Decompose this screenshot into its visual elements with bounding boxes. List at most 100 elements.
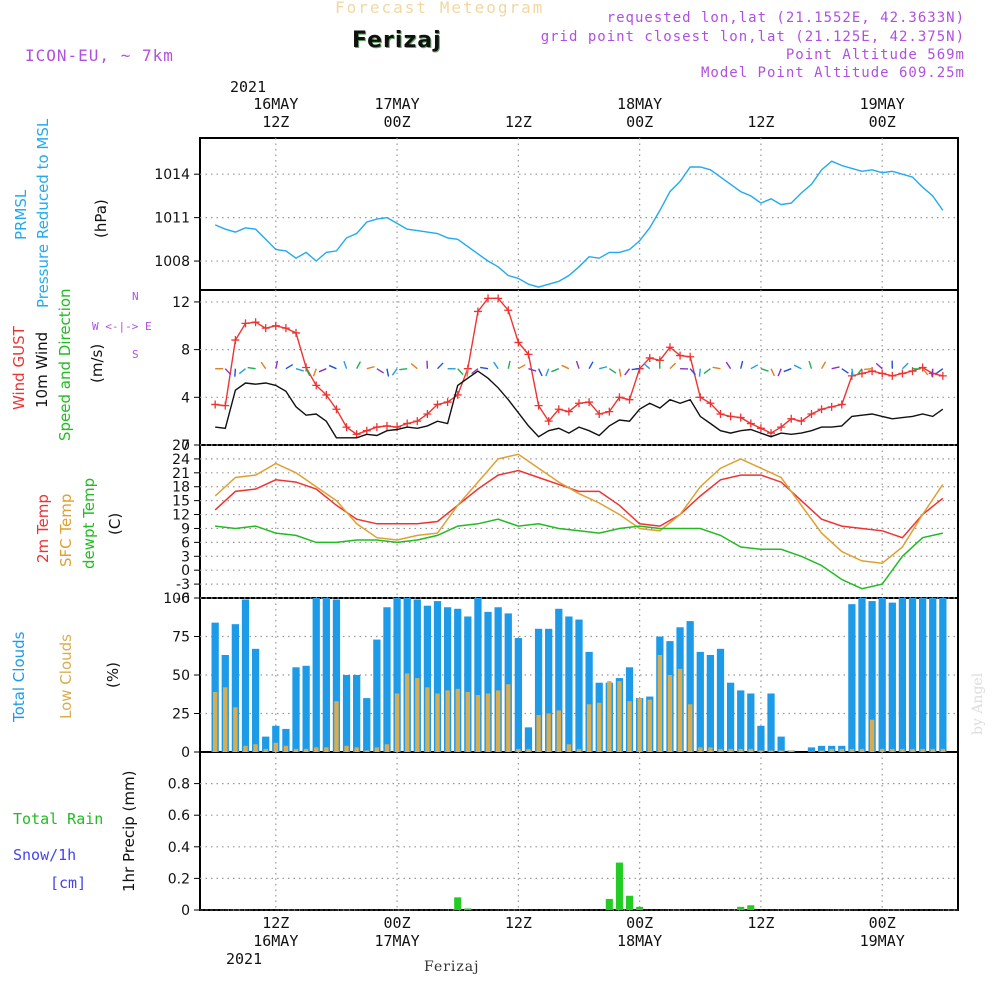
gust-marker (575, 399, 583, 408)
gust-marker (433, 400, 442, 409)
low-cloud-bar (445, 690, 450, 752)
gust-marker (372, 423, 381, 432)
wind-direction-arrow (528, 368, 537, 372)
low-cloud-bar (405, 673, 410, 752)
gust-marker (534, 401, 543, 410)
wind-direction-arrow (466, 368, 469, 377)
low-cloud-bar (526, 748, 531, 752)
total-cloud-bar (939, 598, 947, 752)
total-cloud-bar (262, 736, 270, 752)
gust-marker (615, 393, 624, 402)
low-cloud-bar (283, 745, 289, 752)
low-cloud-bar (819, 750, 824, 752)
rain-bar (737, 906, 745, 910)
clouds-ytick-label: 25 (172, 707, 190, 723)
total-cloud-bar (494, 607, 502, 752)
wind-direction-arrow (493, 361, 499, 370)
temperature-ytick-label: 0 (181, 563, 190, 579)
wind-direction-arrow (551, 368, 560, 373)
low-cloud-bar (849, 748, 855, 752)
low-cloud-bar (748, 748, 753, 752)
wind-direction-arrow (922, 368, 929, 376)
requested-location: requested lon,lat (21.1552E, 42.3633N) (606, 10, 965, 26)
precipitation-ytick-label: 0 (181, 903, 190, 919)
wind-direction-arrow (366, 365, 375, 370)
gust-marker (817, 405, 826, 414)
total-cloud-bar (433, 601, 442, 752)
temperature-ytick-label: 24 (172, 452, 190, 468)
wind-direction-arrow (238, 368, 246, 375)
total-cloud-bar (322, 598, 330, 752)
total-cloud-bar (423, 605, 432, 752)
top-tick-date: 17MAY (374, 95, 420, 113)
low-cloud-bar (465, 691, 471, 752)
gust-marker (352, 430, 361, 439)
top-tick-date: 16MAY (253, 95, 299, 113)
gust-marker (473, 307, 482, 316)
low-cloud-bar (597, 702, 602, 752)
low-cloud-bar (223, 687, 228, 752)
low-cloud-bar (263, 748, 268, 752)
top-time-tick: 12Z (488, 95, 548, 131)
low-cloud-bar (758, 750, 764, 752)
wind-direction-arrow (875, 362, 883, 370)
compass-west-east: W <-|-> E (92, 320, 152, 333)
gust-marker (261, 324, 270, 333)
precipitation-ytick-label: 0.4 (168, 840, 190, 856)
total-cloud-bar (524, 727, 533, 752)
low-cloud-bar (415, 678, 420, 752)
gust-marker (332, 405, 341, 414)
wind-direction-arrow (725, 361, 732, 370)
total-cloud-bar (443, 607, 452, 752)
wind10-line (215, 370, 944, 439)
top-time-tick: 18MAY 00Z (610, 95, 670, 131)
footer-location: Ferizaj (424, 959, 480, 975)
gust-marker (211, 400, 220, 409)
wind-direction-arrow (631, 367, 640, 371)
gust-marker (281, 324, 290, 333)
low-cloud-bar (677, 668, 683, 752)
total-cloud-bar (241, 599, 250, 752)
wind-direction-arrow (356, 361, 362, 370)
top-time-tick: 16MAY 12Z (246, 95, 306, 131)
rain-bar (605, 898, 613, 910)
low-cloud-bar (627, 701, 632, 752)
sfc-temp-line (214, 453, 944, 564)
total-cloud-bar (726, 682, 735, 752)
total-cloud-bar (342, 675, 351, 752)
total-cloud-bar (363, 698, 371, 752)
low-cloud-bar (556, 710, 561, 752)
wind-direction-arrow (793, 364, 802, 370)
gust-marker (271, 321, 280, 330)
low-cloud-bar (425, 687, 430, 752)
gust-marker (938, 371, 947, 380)
gust-marker (706, 399, 715, 408)
temperature-ytick-label: 15 (172, 494, 190, 510)
gust-marker (554, 405, 563, 414)
low-cloud-bar (233, 707, 238, 752)
top-tick-hour: 12Z (747, 113, 775, 131)
rain-bar (625, 895, 634, 910)
wind-direction-arrow (935, 368, 944, 374)
snow-unit: [cm] (50, 874, 87, 892)
low-cloud-bar (485, 693, 491, 752)
wind-direction-arrow (740, 360, 744, 369)
low-cloud-bar (647, 699, 652, 752)
bottom-tick-hour: 00Z (626, 914, 654, 932)
top-year-label: 2021 (230, 78, 267, 96)
low-cloud-bar (708, 747, 713, 752)
wind-direction-arrow (312, 368, 317, 377)
gust-marker (827, 402, 836, 411)
wind-direction-arrow (624, 368, 631, 376)
gust-line (215, 297, 943, 436)
wind-direction-arrow (471, 368, 479, 375)
wind-direction-arrow (588, 361, 594, 370)
gust-marker (857, 369, 866, 378)
gust-marker (777, 423, 786, 432)
wind-direction-arrow (712, 366, 721, 370)
total-cloud-bar (888, 602, 896, 752)
wind-ytick-label: 8 (181, 343, 190, 359)
low-cloud-bar (253, 744, 258, 752)
low-cloud-bar (243, 745, 248, 752)
